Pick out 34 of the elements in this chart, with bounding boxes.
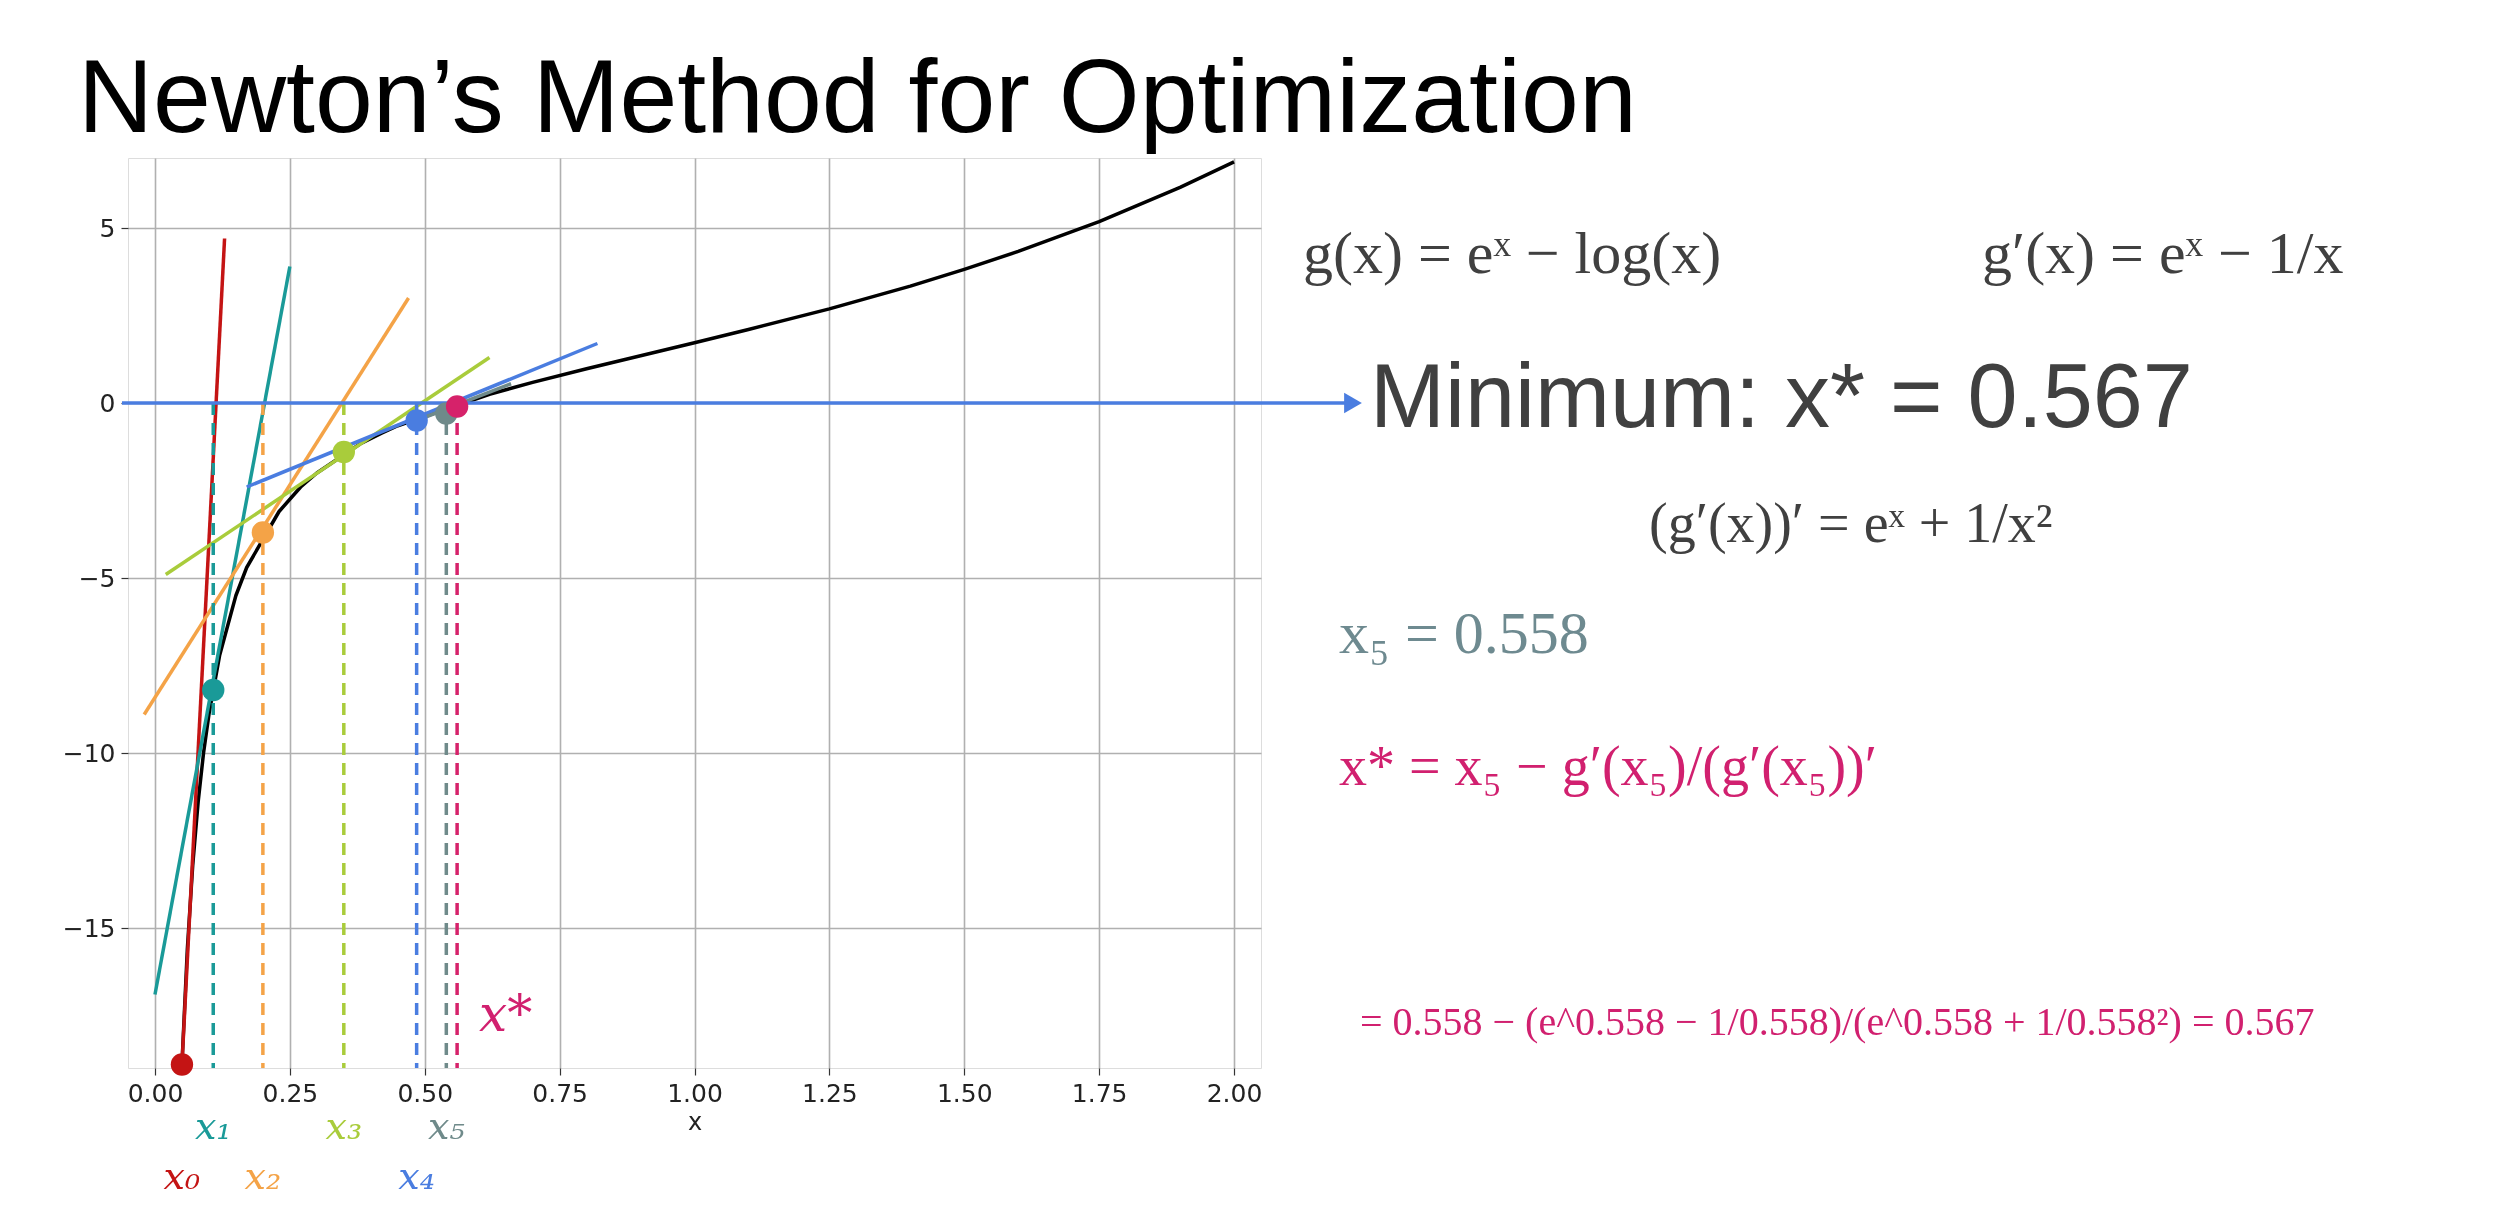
point	[251, 521, 275, 544]
y-tick-label: 0	[99, 388, 116, 418]
series-label: x₃	[325, 1104, 363, 1148]
text: Minimum: x* = 0.567	[1370, 346, 2193, 446]
series-label: x₁	[194, 1104, 232, 1148]
point	[332, 440, 355, 464]
text: x₄	[398, 1154, 435, 1198]
text: x* = x₅ − g′(x₅)/(g′(x₅))′	[1339, 735, 1877, 798]
x-tick-label: 1.25	[802, 1078, 858, 1108]
text: x₂	[244, 1154, 282, 1198]
x-tick-label: 1.50	[936, 1078, 993, 1108]
point	[170, 1053, 194, 1076]
chart-title: Newton’s Method for Optimization	[78, 38, 1637, 154]
x-tick-label: 1.00	[667, 1078, 723, 1108]
y-tick-label: −15	[62, 913, 116, 943]
text: (g′(x))′ = eˣ + 1/x²	[1649, 492, 2053, 555]
annotation: x*	[479, 984, 533, 1043]
x-tick-label: 2.00	[1206, 1078, 1263, 1108]
x-tick-label: 0.75	[532, 1078, 588, 1108]
point	[202, 678, 225, 702]
point	[405, 409, 428, 432]
x-axis-title: x	[687, 1107, 703, 1136]
text: g(x) = eˣ − log(x)	[1303, 220, 1722, 286]
y-tick-label: −10	[62, 738, 116, 768]
y-tick-label: 5	[99, 213, 116, 243]
x-tick-label: 0.25	[262, 1078, 319, 1108]
text: = 0.558 − (e^0.558 − 1/0.558)/(e^0.558 + 1/0.558²) = 0.567	[1360, 999, 2315, 1044]
text: g′(x) = eˣ − 1/x	[1982, 220, 2344, 286]
y-tick-label: −5	[78, 563, 116, 593]
text: x₅ = 0.558	[1339, 600, 1589, 666]
text: x₀	[163, 1154, 201, 1198]
x-tick-label: 0.00	[127, 1078, 184, 1108]
x-tick-label: 1.75	[1071, 1078, 1128, 1108]
point	[445, 395, 469, 418]
